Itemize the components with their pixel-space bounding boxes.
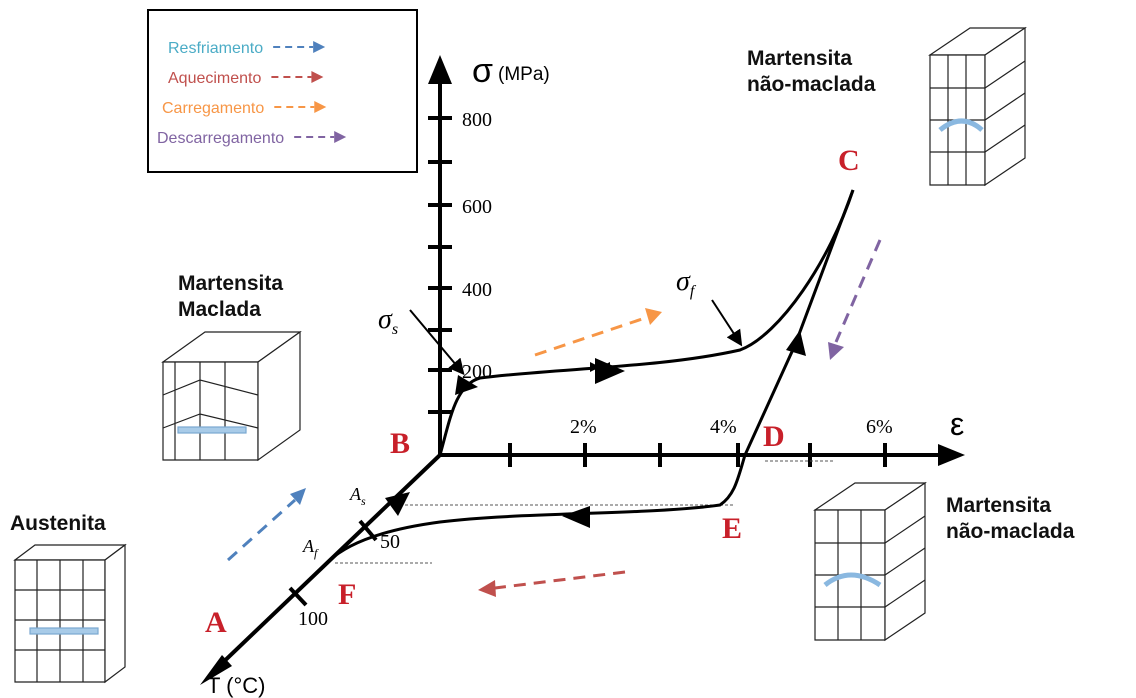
point-label: B — [390, 427, 410, 460]
stress-symbol: σ — [472, 52, 493, 90]
point-label: E — [722, 512, 742, 545]
sigma-f: σf — [676, 266, 697, 300]
strain-tick: 6% — [866, 416, 893, 438]
legend-label: Resfriamento — [168, 40, 263, 57]
legend-arrowhead — [314, 101, 327, 113]
legend-arrowhead — [313, 41, 326, 53]
a-s: As — [349, 484, 366, 508]
point-label: D — [763, 420, 785, 453]
temperature-label: T (°C) — [207, 673, 266, 698]
curves — [318, 189, 855, 572]
guides — [335, 460, 835, 564]
legend-label: Carregamento — [162, 100, 264, 117]
phase-label: Martensita não-maclada — [946, 494, 1075, 543]
strain-symbol: ε — [950, 406, 964, 442]
strain-tick: 4% — [710, 416, 737, 438]
phase-label: Austenita — [10, 512, 106, 535]
stress-tick: 800 — [462, 109, 492, 131]
point-label: A — [205, 606, 227, 639]
temperature-tick: 100 — [298, 608, 328, 630]
stress-tick: 600 — [462, 196, 492, 218]
stress-tick: 400 — [462, 279, 492, 301]
twinned-crystal — [161, 330, 302, 462]
legend-arrowhead — [334, 131, 347, 143]
a-f: Af — [302, 536, 319, 560]
legend-label: Descarregamento — [157, 130, 284, 147]
strain-tick: 2% — [570, 416, 597, 438]
sigma-s: σs — [378, 304, 398, 338]
detwinned-crystal-bottom — [813, 481, 927, 642]
point-label: F — [338, 578, 356, 611]
point-label: C — [838, 144, 860, 177]
temperature-tick: 50 — [380, 531, 400, 553]
phase-label: Martensita não-maclada — [747, 47, 876, 96]
stress-unit: (MPa) — [498, 64, 550, 85]
phase-label: Martensita Maclada — [178, 272, 283, 321]
austenite-crystal — [13, 543, 127, 684]
legend: Resfriamento Aquecimento Carregamento Desca… — [147, 9, 418, 173]
legend-label: Aquecimento — [168, 70, 261, 87]
detwinned-crystal-top — [928, 26, 1027, 187]
process-arrows — [226, 239, 882, 590]
legend-arrowhead — [311, 71, 324, 83]
